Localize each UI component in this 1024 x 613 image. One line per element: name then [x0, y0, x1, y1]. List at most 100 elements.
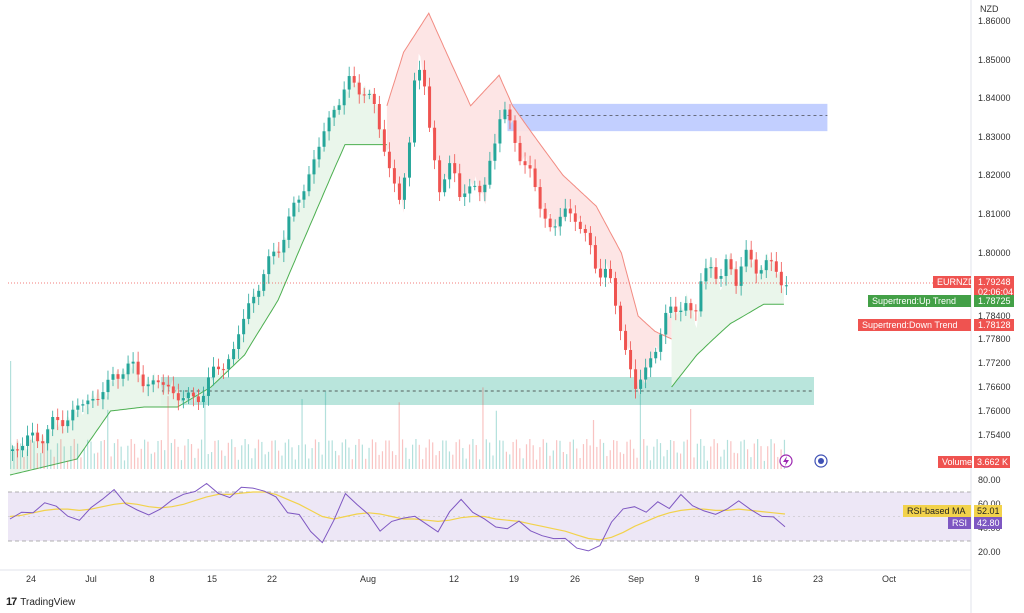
candle-body[interactable] [282, 239, 286, 253]
candle-body[interactable] [458, 173, 462, 197]
candle-body[interactable] [744, 249, 748, 267]
candle-body[interactable] [734, 269, 738, 286]
candle-body[interactable] [327, 117, 331, 132]
candle-body[interactable] [377, 104, 381, 130]
candle-body[interactable] [136, 361, 140, 375]
candle-body[interactable] [66, 420, 70, 427]
candle-body[interactable] [362, 94, 366, 96]
candle-body[interactable] [322, 131, 326, 147]
candle-body[interactable] [689, 303, 693, 311]
candle-body[interactable] [372, 93, 376, 105]
candle-body[interactable] [769, 260, 773, 262]
candle-body[interactable] [593, 245, 597, 269]
candle-body[interactable] [774, 261, 778, 272]
candle-body[interactable] [267, 256, 271, 275]
candle-body[interactable] [191, 392, 195, 397]
candle-body[interactable] [608, 268, 612, 279]
candle-body[interactable] [86, 400, 90, 405]
candle-body[interactable] [141, 374, 145, 387]
candle-body[interactable] [61, 420, 65, 427]
candle-body[interactable] [46, 429, 50, 444]
candle-body[interactable] [433, 127, 437, 161]
candle-body[interactable] [337, 105, 341, 110]
candle-body[interactable] [629, 349, 633, 370]
candle-body[interactable] [533, 168, 537, 188]
candle-body[interactable] [212, 366, 215, 378]
candle-body[interactable] [332, 109, 336, 118]
candle-body[interactable] [201, 395, 205, 403]
candle-body[interactable] [407, 142, 411, 178]
candle-body[interactable] [709, 267, 713, 269]
candle-body[interactable] [624, 330, 628, 350]
time-axis[interactable]: 24 Jul 8 15 22 Aug 12 19 26 Sep 9 16 23 Oct [26, 574, 897, 584]
candle-body[interactable] [503, 109, 507, 120]
candle-body[interactable] [413, 80, 416, 143]
candle-body[interactable] [428, 86, 432, 128]
candle-body[interactable] [513, 120, 517, 143]
candle-body[interactable] [101, 392, 105, 400]
candle-body[interactable] [639, 379, 643, 389]
candle-body[interactable] [483, 184, 487, 193]
candle-body[interactable] [463, 193, 467, 197]
candle-body[interactable] [181, 398, 185, 401]
candle-body[interactable] [76, 405, 80, 410]
candle-body[interactable] [649, 358, 653, 368]
candle-body[interactable] [247, 303, 251, 319]
candle-body[interactable] [644, 367, 648, 380]
candle-body[interactable] [694, 310, 698, 312]
candle-body[interactable] [352, 76, 356, 83]
candle-body[interactable] [222, 369, 226, 371]
candle-body[interactable] [669, 306, 673, 313]
candle-body[interactable] [468, 186, 472, 194]
candle-body[interactable] [523, 161, 527, 166]
candle-body[interactable] [71, 409, 75, 421]
candle-body[interactable] [553, 226, 557, 228]
candle-body[interactable] [583, 229, 587, 233]
candle-body[interactable] [588, 232, 592, 246]
candle-body[interactable] [659, 334, 663, 352]
candle-body[interactable] [297, 199, 301, 203]
candle-body[interactable] [699, 281, 703, 312]
candle-body[interactable] [498, 119, 502, 144]
candle-body[interactable] [16, 449, 20, 451]
candle-body[interactable] [443, 179, 447, 193]
candle-body[interactable] [31, 432, 35, 436]
candle-body[interactable] [81, 404, 85, 406]
candle-body[interactable] [448, 163, 452, 180]
candle-body[interactable] [51, 416, 55, 430]
candle-body[interactable] [277, 251, 281, 253]
candle-body[interactable] [654, 351, 658, 359]
candle-body[interactable] [418, 69, 422, 81]
candle-body[interactable] [453, 163, 457, 174]
alert-icon[interactable] [779, 454, 793, 468]
candle-body[interactable] [473, 185, 477, 187]
candle-body[interactable] [116, 374, 120, 379]
candle-body[interactable] [438, 160, 442, 193]
candle-body[interactable] [96, 398, 100, 400]
candle-body[interactable] [272, 251, 276, 257]
candle-body[interactable] [106, 379, 110, 393]
candle-body[interactable] [11, 449, 14, 451]
candle-body[interactable] [217, 366, 221, 370]
candle-body[interactable] [36, 432, 40, 442]
candle-body[interactable] [664, 312, 668, 335]
candle-body[interactable] [739, 266, 743, 286]
candle-body[interactable] [493, 143, 497, 161]
candle-body[interactable] [478, 185, 482, 193]
candle-body[interactable] [614, 278, 617, 306]
candle-body[interactable] [724, 259, 728, 277]
candle-body[interactable] [764, 260, 768, 271]
candle-body[interactable] [41, 441, 45, 444]
candle-body[interactable] [619, 305, 623, 331]
candle-body[interactable] [634, 369, 638, 389]
candle-body[interactable] [488, 160, 492, 185]
candle-body[interactable] [749, 249, 753, 260]
candle-body[interactable] [196, 396, 200, 403]
candle-body[interactable] [508, 109, 512, 121]
candle-body[interactable] [674, 306, 678, 312]
candle-body[interactable] [598, 268, 602, 278]
candle-body[interactable] [563, 208, 567, 217]
candle-body[interactable] [518, 142, 522, 162]
candle-body[interactable] [784, 285, 788, 287]
